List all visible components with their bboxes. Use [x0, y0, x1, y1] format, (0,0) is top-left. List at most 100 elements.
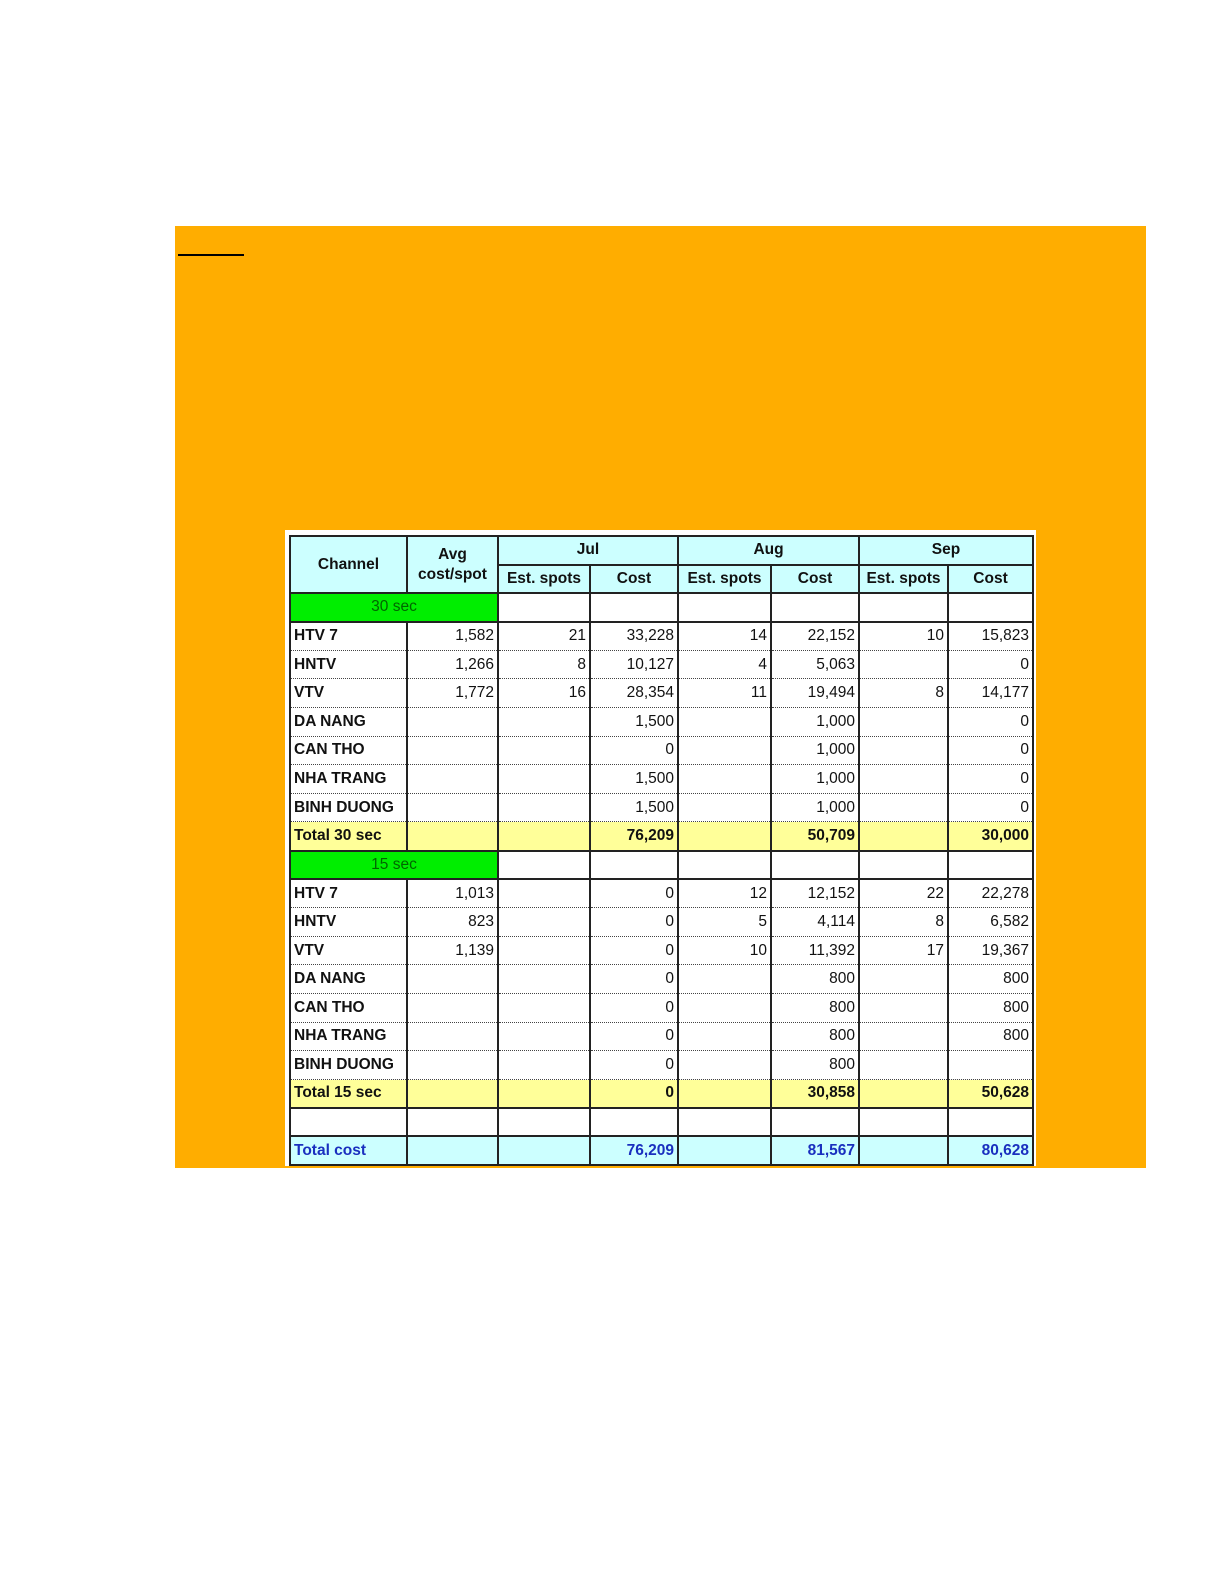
empty-cell: [589, 593, 679, 623]
aug-cost-cell: 800: [769, 1050, 861, 1080]
channel-name: HTV 7: [289, 879, 408, 909]
avg-cell: [406, 1050, 499, 1080]
avg-cell: 1,266: [406, 650, 499, 680]
aug-cost-cell: 1,000: [769, 736, 861, 766]
jul-cost-cell: 0: [589, 993, 679, 1023]
avg-cell: [406, 993, 499, 1023]
sep-spots-cell: 8: [858, 678, 950, 709]
jul-cost-cell: 0: [589, 1050, 679, 1080]
grand-total-label: Total cost: [289, 1136, 408, 1166]
aug-spots-cell: 14: [677, 621, 772, 651]
sep-cost-cell: 14,177: [947, 678, 1035, 709]
empty-cell: [289, 1107, 408, 1138]
jul-spots-cell: [497, 879, 591, 909]
sep-spots-cell: [858, 707, 950, 737]
empty-cell: [677, 821, 772, 852]
table-row: BINH DUONG 1,500 1,000 0: [289, 793, 1035, 823]
avg-cell: [406, 793, 499, 823]
empty-cell: [677, 850, 772, 881]
aug-spots-cell: [677, 1022, 772, 1052]
jul-cost-cell: 0: [589, 964, 679, 994]
aug-spots-cell: [677, 707, 772, 737]
channel-name: DA NANG: [289, 707, 408, 737]
sep-cost-cell: 19,367: [947, 936, 1035, 966]
jul-cost-cell: 1,500: [589, 707, 679, 737]
empty-cell: [497, 1107, 591, 1138]
blank-row: [289, 1107, 1035, 1138]
jul-cost-cell: 0: [589, 907, 679, 937]
aug-cost-cell: 12,152: [769, 879, 861, 909]
aug-cost-cell: 11,392: [769, 936, 861, 966]
aug-cost-cell: 800: [769, 1022, 861, 1052]
channel-name: BINH DUONG: [289, 793, 408, 823]
sep-spots-cell: 22: [858, 879, 950, 909]
subtotal-sep: 30,000: [947, 821, 1035, 852]
empty-cell: [406, 1107, 499, 1138]
channel-name: HTV 7: [289, 621, 408, 651]
header-month-sep: Sep: [858, 535, 1035, 566]
aug-spots-cell: 4: [677, 650, 772, 680]
jul-spots-cell: [497, 1022, 591, 1052]
aug-spots-cell: 11: [677, 678, 772, 709]
jul-spots-cell: 16: [497, 678, 591, 709]
jul-cost-cell: 1,500: [589, 793, 679, 823]
subtotal-aug: 50,709: [769, 821, 861, 852]
jul-spots-cell: [497, 764, 591, 794]
aug-cost-cell: 1,000: [769, 793, 861, 823]
jul-spots-cell: [497, 707, 591, 737]
jul-cost-cell: 1,500: [589, 764, 679, 794]
aug-spots-cell: [677, 964, 772, 994]
section-label: 30 sec: [289, 593, 499, 623]
empty-cell: [677, 1079, 772, 1109]
avg-cell: 1,013: [406, 879, 499, 909]
avg-cell: [406, 736, 499, 766]
sep-cost-cell: [947, 1050, 1035, 1080]
avg-cell: 1,772: [406, 678, 499, 709]
jul-cost-cell: 10,127: [589, 650, 679, 680]
channel-name: VTV: [289, 678, 408, 709]
header-channel: Channel: [289, 534, 408, 595]
cost-table: Channel Avg cost/spot Jul Aug Sep Est. s…: [289, 534, 1035, 1167]
jul-cost-cell: 0: [589, 879, 679, 909]
avg-cell: 1,582: [406, 621, 499, 651]
sep-cost-cell: 0: [947, 707, 1035, 737]
aug-cost-cell: 19,494: [769, 678, 861, 709]
jul-cost-cell: 0: [589, 1022, 679, 1052]
aug-spots-cell: [677, 736, 772, 766]
sep-spots-cell: 17: [858, 936, 950, 966]
empty-cell: [497, 1136, 591, 1166]
grand-total-sep: 80,628: [947, 1136, 1035, 1166]
sep-cost-cell: 6,582: [947, 907, 1035, 937]
jul-spots-cell: [497, 993, 591, 1023]
sep-cost-cell: 800: [947, 993, 1035, 1023]
empty-cell: [858, 1107, 950, 1138]
sep-spots-cell: 8: [858, 907, 950, 937]
header-avg: Avg cost/spot: [406, 534, 499, 595]
table-row: NHA TRANG 1,500 1,000 0: [289, 764, 1035, 794]
subtotal-row: Total 30 sec 76,209 50,709 30,000: [289, 821, 1035, 852]
empty-cell: [406, 1136, 499, 1166]
jul-spots-cell: [497, 936, 591, 966]
sep-cost-cell: 0: [947, 650, 1035, 680]
empty-cell: [858, 821, 950, 852]
aug-cost-cell: 800: [769, 964, 861, 994]
subtotal-aug: 30,858: [769, 1079, 861, 1109]
channel-name: NHA TRANG: [289, 764, 408, 794]
cost-table-image: Channel Avg cost/spot Jul Aug Sep Est. s…: [285, 530, 1036, 1167]
aug-spots-cell: 5: [677, 907, 772, 937]
header-cost: Cost: [947, 563, 1035, 595]
empty-cell: [858, 850, 950, 881]
header-est-spots: Est. spots: [858, 563, 950, 595]
table-row: HNTV 823 0 5 4,114 8 6,582: [289, 907, 1035, 937]
underline-rule: [178, 254, 244, 256]
subtotal-row: Total 15 sec 0 30,858 50,628: [289, 1079, 1035, 1109]
grand-total-aug: 81,567: [769, 1136, 861, 1166]
table-row: VTV 1,772 16 28,354 11 19,494 8 14,177: [289, 678, 1035, 709]
avg-cell: 823: [406, 907, 499, 937]
empty-cell: [406, 821, 499, 852]
empty-cell: [769, 850, 861, 881]
aug-spots-cell: [677, 1050, 772, 1080]
header-month-aug: Aug: [676, 535, 861, 566]
channel-name: HNTV: [289, 907, 408, 937]
table-row: HNTV 1,266 8 10,127 4 5,063 0: [289, 650, 1035, 680]
